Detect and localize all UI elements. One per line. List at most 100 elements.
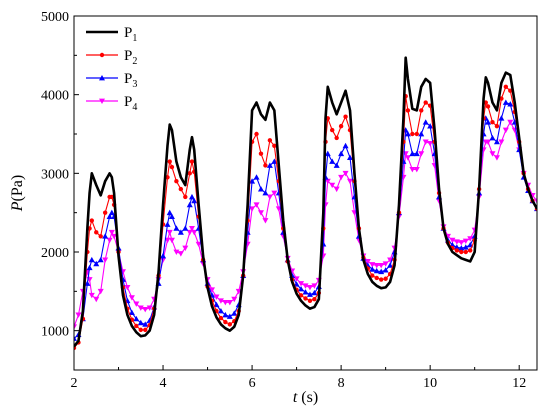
y-tick-label: 5000: [41, 10, 69, 25]
data-point-p4: [485, 139, 492, 145]
data-point-p3: [306, 291, 313, 297]
data-point-p4: [108, 229, 115, 236]
data-point-p4: [173, 249, 180, 255]
legend-marker-p2: [99, 52, 105, 58]
data-point-p4: [75, 312, 82, 318]
data-point-p3: [404, 131, 411, 137]
data-point-p3: [253, 174, 260, 180]
data-point-p2: [303, 296, 308, 301]
y-tick-label: 1000: [41, 325, 69, 340]
data-point-p4: [342, 170, 349, 177]
data-point-p3: [86, 264, 93, 271]
data-point-p3: [418, 131, 425, 137]
data-point-p3: [271, 158, 278, 164]
data-point-p3: [133, 315, 140, 322]
data-point-p2: [330, 127, 335, 133]
data-point-p3: [164, 221, 171, 227]
data-point-p2: [174, 179, 179, 184]
data-point-p2: [503, 84, 509, 90]
data-point-p2: [423, 100, 428, 105]
data-point-p2: [459, 249, 464, 255]
data-point-p3: [458, 245, 465, 251]
data-point-p2: [298, 293, 304, 298]
data-point-p3: [97, 256, 104, 263]
data-point-p4: [177, 251, 184, 257]
data-point-p2: [454, 248, 460, 253]
data-point-p4: [333, 186, 340, 193]
data-point-p2: [312, 297, 317, 302]
data-point-p4: [164, 237, 171, 244]
data-point-p4: [88, 292, 95, 299]
series-line-p1: [74, 56, 537, 348]
data-point-p4: [271, 190, 278, 196]
series-line-p4: [74, 121, 537, 327]
legend-label-p4: P4: [124, 94, 137, 113]
data-point-p3: [249, 178, 256, 184]
x-tick-label: 6: [249, 376, 256, 391]
data-point-p3: [93, 260, 100, 267]
data-point-p4: [213, 294, 220, 300]
data-point-p4: [302, 283, 309, 289]
data-point-p3: [222, 311, 229, 318]
data-point-p2: [258, 151, 264, 156]
data-point-p3: [498, 115, 505, 121]
y-tick-label: 2000: [41, 246, 69, 261]
data-point-p4: [142, 307, 149, 313]
data-point-p4: [253, 202, 260, 208]
data-point-p4: [217, 298, 224, 304]
data-point-p3: [422, 119, 429, 125]
data-point-p3: [382, 267, 389, 273]
data-point-p3: [106, 213, 113, 219]
data-point-p4: [427, 141, 434, 147]
data-point-p4: [195, 241, 202, 248]
data-point-p4: [93, 296, 100, 303]
data-point-p3: [338, 150, 345, 157]
data-point-p4: [338, 174, 345, 181]
data-point-p4: [449, 237, 456, 244]
data-point-p4: [404, 155, 411, 161]
data-point-p2: [227, 322, 233, 327]
data-point-p3: [142, 321, 149, 327]
data-point-p3: [168, 213, 175, 219]
data-point-p4: [498, 139, 505, 145]
data-point-p2: [383, 276, 388, 281]
data-point-p2: [218, 315, 224, 321]
data-point-p4: [222, 299, 229, 306]
data-point-p3: [298, 285, 305, 292]
data-point-p2: [307, 298, 313, 303]
legend-marker-p3: [99, 75, 105, 81]
data-point-p3: [329, 158, 336, 164]
data-point-p4: [298, 281, 305, 287]
data-point-p3: [347, 154, 354, 160]
data-point-p3: [507, 101, 514, 107]
data-point-p2: [187, 171, 192, 176]
legend-entry-p2: P2: [86, 48, 137, 67]
data-point-p3: [266, 162, 273, 168]
data-point-p2: [334, 135, 339, 141]
data-point-p3: [324, 150, 331, 157]
data-point-p4: [257, 210, 264, 216]
series-line-p2: [74, 86, 537, 349]
series-p1: [74, 56, 537, 348]
data-point-p3: [333, 162, 340, 168]
data-point-p2: [485, 104, 491, 109]
data-point-p2: [223, 319, 228, 325]
x-tick-label: 10: [423, 376, 437, 391]
data-point-p2: [94, 230, 99, 235]
data-point-p4: [266, 194, 273, 200]
data-point-p2: [419, 108, 424, 113]
data-point-p3: [502, 99, 509, 105]
data-point-p4: [458, 240, 465, 246]
data-point-p4: [489, 151, 496, 157]
data-point-p2: [343, 114, 348, 119]
data-point-p4: [369, 262, 376, 268]
data-point-p3: [453, 244, 460, 250]
data-point-p4: [111, 233, 118, 240]
data-point-p4: [382, 261, 389, 267]
data-point-p4: [226, 299, 233, 306]
series-p2: [74, 84, 537, 351]
x-axis-title: t (s): [293, 389, 318, 406]
data-point-p3: [177, 229, 184, 235]
data-point-p4: [413, 167, 420, 173]
